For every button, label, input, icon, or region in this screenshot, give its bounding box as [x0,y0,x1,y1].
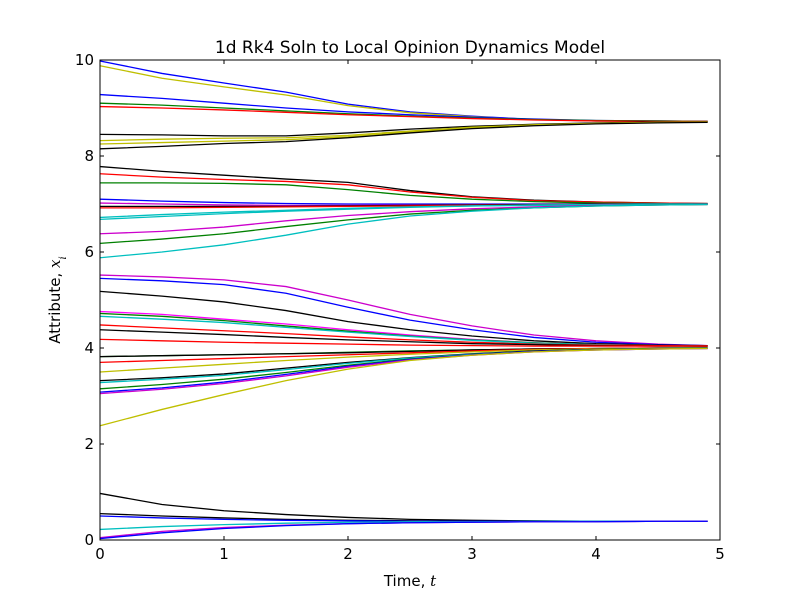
x-axis-label: Time, t [383,572,437,590]
x-tick-label: 1 [219,545,229,563]
series-line-24 [99,290,708,347]
y-tick-label: 10 [75,51,94,69]
series-line-22 [99,274,708,347]
y-tick-label: 4 [84,339,94,357]
y-tick-label: 8 [84,147,94,165]
x-axis-label-var: t [430,572,437,590]
y-axis-label-sub: i [58,256,69,259]
ticks-layer: 0 1 2 3 4 5 0 2 4 6 8 10 [75,51,725,563]
y-tick-label: 0 [84,531,94,549]
x-tick-label: 4 [591,545,601,563]
series-line-21 [99,203,708,259]
series-line-30 [99,338,708,347]
series-line-5 [99,105,708,123]
series-line-46 [99,520,708,540]
y-axis-label-text: Attribute, [46,268,64,344]
chart-title: 1d Rk4 Soln to Local Opinion Dynamics Mo… [215,38,605,58]
y-axis-label-var: x [46,259,64,268]
y-tick-label: 2 [84,435,94,453]
x-tick-label: 3 [467,545,477,563]
x-tick-label: 5 [715,545,725,563]
series-line-40 [99,347,708,427]
series-line-12 [100,182,708,205]
x-tick-label: 0 [95,545,105,563]
y-axis-label: Attribute, xi [46,256,69,343]
plot-frame [99,59,721,541]
x-tick-label: 2 [343,545,353,563]
y-tick-label: 6 [84,243,94,261]
x-axis-label-text: Time, [383,572,430,590]
series-line-11 [99,173,708,205]
series-layer [99,60,708,540]
series-line-9 [99,121,708,150]
series-line-23 [99,277,708,347]
